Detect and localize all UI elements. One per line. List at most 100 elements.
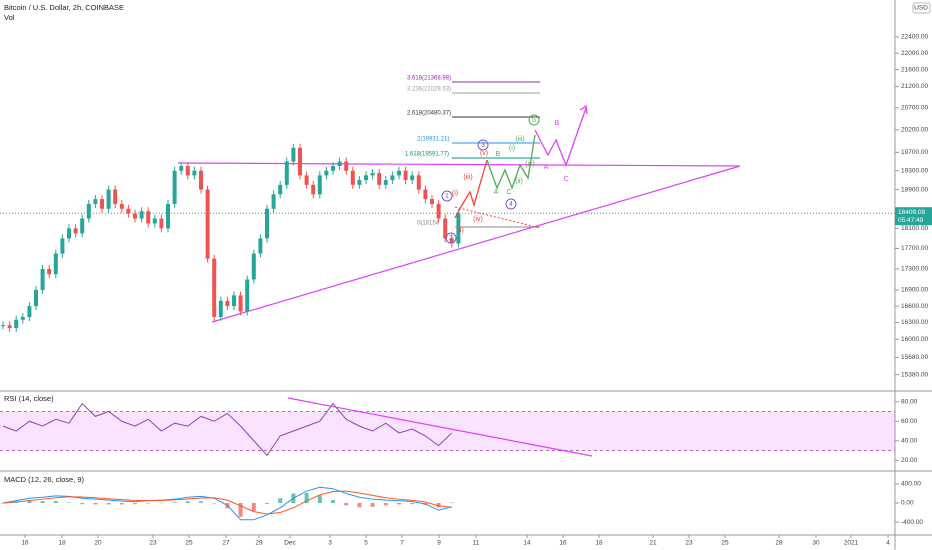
wave-circle <box>528 114 540 126</box>
macd-histogram <box>251 503 256 512</box>
wave-label: 5 <box>532 117 536 124</box>
macd-histogram <box>106 503 111 505</box>
wave-circle <box>505 198 517 210</box>
price-tick-label: 16300.00 <box>901 319 928 326</box>
rsi-trend-line <box>287 397 593 457</box>
indicator-line <box>2 490 452 515</box>
candle <box>126 208 131 214</box>
macd-label: MACD (12, 26, close, 9) <box>4 475 85 484</box>
macd-histogram <box>1 503 5 504</box>
price-tick-label: 16900.00 <box>901 287 928 294</box>
date-label: 21 <box>649 540 657 547</box>
candle <box>449 238 454 244</box>
candle <box>60 238 65 254</box>
countdown: 05:47:49 <box>898 217 924 224</box>
candle <box>271 194 276 209</box>
candle <box>205 189 210 259</box>
wave-label: (iv) <box>473 216 483 223</box>
candle <box>364 175 368 181</box>
candle <box>80 218 85 234</box>
candle <box>311 184 316 195</box>
date-label: 11 <box>473 540 480 547</box>
wave-label: (iii) <box>463 174 472 181</box>
candle <box>179 166 184 171</box>
wave-circle <box>445 232 457 244</box>
price-tick-label: 18900.00 <box>901 186 928 193</box>
trend-line <box>211 165 741 323</box>
date-label: 23 <box>685 540 693 547</box>
currency: USD <box>914 5 928 12</box>
wave-label: (i) <box>509 145 515 152</box>
wave-label: B <box>555 120 560 127</box>
candle <box>370 173 375 176</box>
macd-histogram <box>185 501 190 503</box>
wave-path <box>534 107 587 167</box>
candle <box>172 170 177 204</box>
wave-label: B <box>496 151 501 158</box>
candle <box>166 203 170 229</box>
date-label: 3 <box>328 540 332 547</box>
candle <box>265 208 269 239</box>
candle <box>304 175 309 185</box>
date-label: 30 <box>812 540 820 547</box>
macd-histogram <box>370 503 375 507</box>
rsi-label: RSI (14, close) <box>4 394 54 403</box>
candle <box>20 317 25 320</box>
indicator-line <box>2 402 453 457</box>
wave-label: (iii) <box>515 136 524 143</box>
macd-histogram <box>278 498 283 503</box>
candle <box>139 211 144 219</box>
fib-label: 3.236(21029.53) <box>407 87 451 93</box>
date-label: 7 <box>400 540 404 547</box>
macd-histogram <box>423 503 428 505</box>
date-label: 18 <box>595 540 603 547</box>
candle <box>159 218 164 229</box>
date-label: 16 <box>21 540 29 547</box>
candle <box>106 189 111 209</box>
date-label: 20 <box>94 540 102 547</box>
candle <box>67 228 71 239</box>
price-tick-label: 15680.00 <box>901 354 928 361</box>
macd-histogram <box>436 503 441 508</box>
macd-histogram <box>238 503 243 517</box>
fib-label: 2(19931.21) <box>417 137 449 143</box>
price-tick-label: 17300.00 <box>901 266 928 273</box>
symbol: Bitcoin / U.S. Dollar, 2h, COINBASE <box>4 3 124 12</box>
candle <box>377 173 382 185</box>
candle <box>337 161 342 167</box>
volume-label: Vol <box>4 13 15 22</box>
fib-label: 2.618(20480.37) <box>407 111 451 117</box>
candle <box>27 306 32 318</box>
candle <box>251 253 256 280</box>
date-label: 5 <box>364 540 368 547</box>
wave-label: C <box>563 176 568 183</box>
date-label: 16 <box>559 540 567 547</box>
candle <box>423 189 428 200</box>
date-label: 27 <box>222 540 230 547</box>
macd-histogram <box>133 503 137 505</box>
candle <box>443 218 448 239</box>
price-tick-label: 21200.00 <box>901 83 928 90</box>
price-tick-label: 16600.00 <box>901 303 928 310</box>
wave-label: 2 <box>449 235 453 242</box>
candle <box>430 199 434 204</box>
wave-label: (v) <box>480 150 488 157</box>
date-label: 9 <box>437 540 441 547</box>
indicator-tick-label: 20.00 <box>901 457 918 464</box>
price-tick-label: 18100.00 <box>901 225 928 232</box>
projection <box>454 206 541 229</box>
macd-histogram <box>14 501 19 503</box>
date-label: 4 <box>886 540 890 547</box>
macd-histogram <box>357 503 362 508</box>
price-tick-label: 17700.00 <box>901 245 928 252</box>
price-tick-label: 22000.00 <box>901 50 928 57</box>
macd-histogram <box>344 503 349 506</box>
currency-badge[interactable] <box>912 2 931 14</box>
indicator-tick-label: 40.00 <box>901 437 918 444</box>
wave-label: 4 <box>509 201 513 208</box>
candle <box>403 170 408 181</box>
macd-histogram <box>172 502 177 503</box>
wave-label: (i) <box>452 190 458 197</box>
indicator-tick-label: 0.00 <box>901 500 914 507</box>
wave-label: 1 <box>445 193 449 200</box>
